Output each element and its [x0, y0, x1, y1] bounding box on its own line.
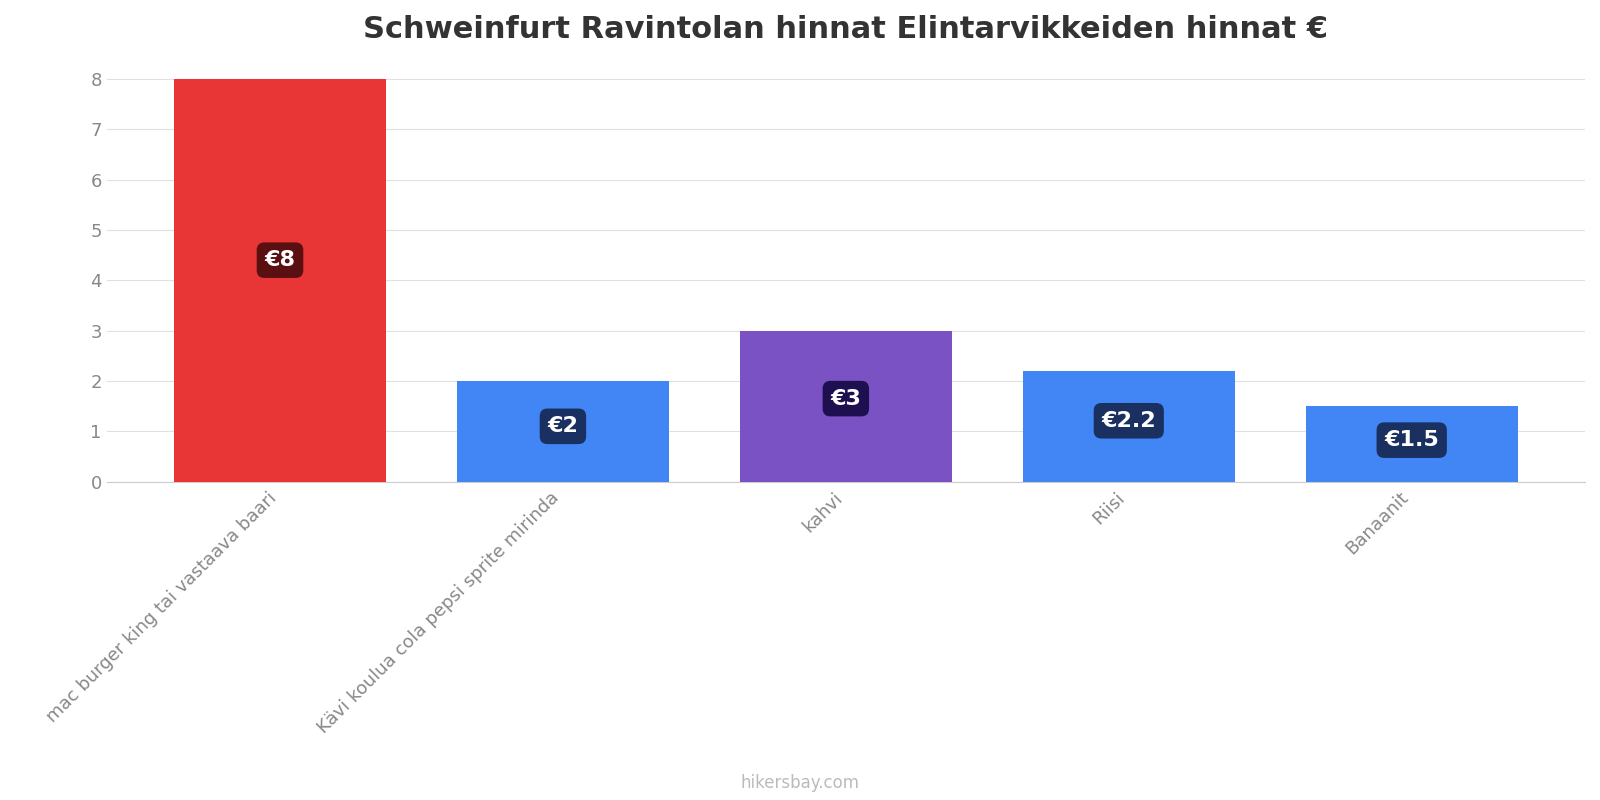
Text: hikersbay.com: hikersbay.com — [741, 774, 859, 792]
Text: €2.2: €2.2 — [1101, 410, 1157, 430]
Bar — [458, 381, 669, 482]
Text: €8: €8 — [264, 250, 296, 270]
Title: Schweinfurt Ravintolan hinnat Elintarvikkeiden hinnat €: Schweinfurt Ravintolan hinnat Elintarvik… — [363, 15, 1328, 44]
Text: €3: €3 — [830, 389, 861, 409]
Text: €2: €2 — [547, 416, 578, 436]
Bar — [739, 330, 952, 482]
Bar — [1306, 406, 1518, 482]
Bar — [174, 79, 386, 482]
Bar — [1022, 371, 1235, 482]
Text: €1.5: €1.5 — [1384, 430, 1438, 450]
